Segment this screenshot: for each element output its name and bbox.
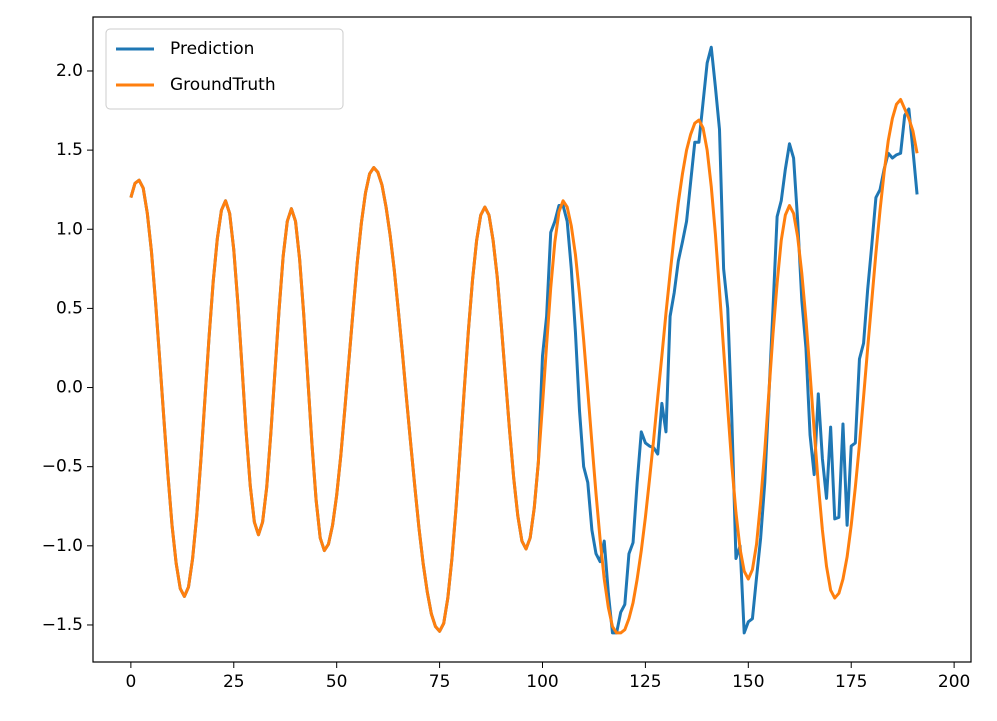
x-tick-label: 25	[223, 672, 245, 692]
legend-label: GroundTruth	[170, 75, 276, 95]
y-tick-label: −1.0	[42, 536, 83, 556]
y-tick-label: 0.0	[56, 378, 83, 398]
x-tick-label: 175	[835, 672, 867, 692]
x-tick-label: 0	[125, 672, 136, 692]
y-tick-label: 2.0	[56, 61, 83, 81]
legend-label: Prediction	[170, 39, 254, 59]
series-line	[129, 97, 919, 635]
x-tick-label: 150	[732, 672, 764, 692]
y-tick-label: 1.5	[56, 140, 83, 160]
y-tick-label: 0.5	[56, 298, 83, 318]
x-tick-label: 75	[429, 672, 451, 692]
x-tick-label: 50	[326, 672, 348, 692]
y-tick-label: −0.5	[42, 457, 83, 477]
legend-box	[105, 28, 344, 110]
plot-frame	[92, 16, 972, 663]
y-tick-label: 1.0	[56, 219, 83, 239]
x-tick-label: 200	[938, 672, 970, 692]
y-tick-label: −1.5	[42, 615, 83, 635]
x-tick-label: 125	[629, 672, 661, 692]
x-tick-label: 100	[526, 672, 558, 692]
